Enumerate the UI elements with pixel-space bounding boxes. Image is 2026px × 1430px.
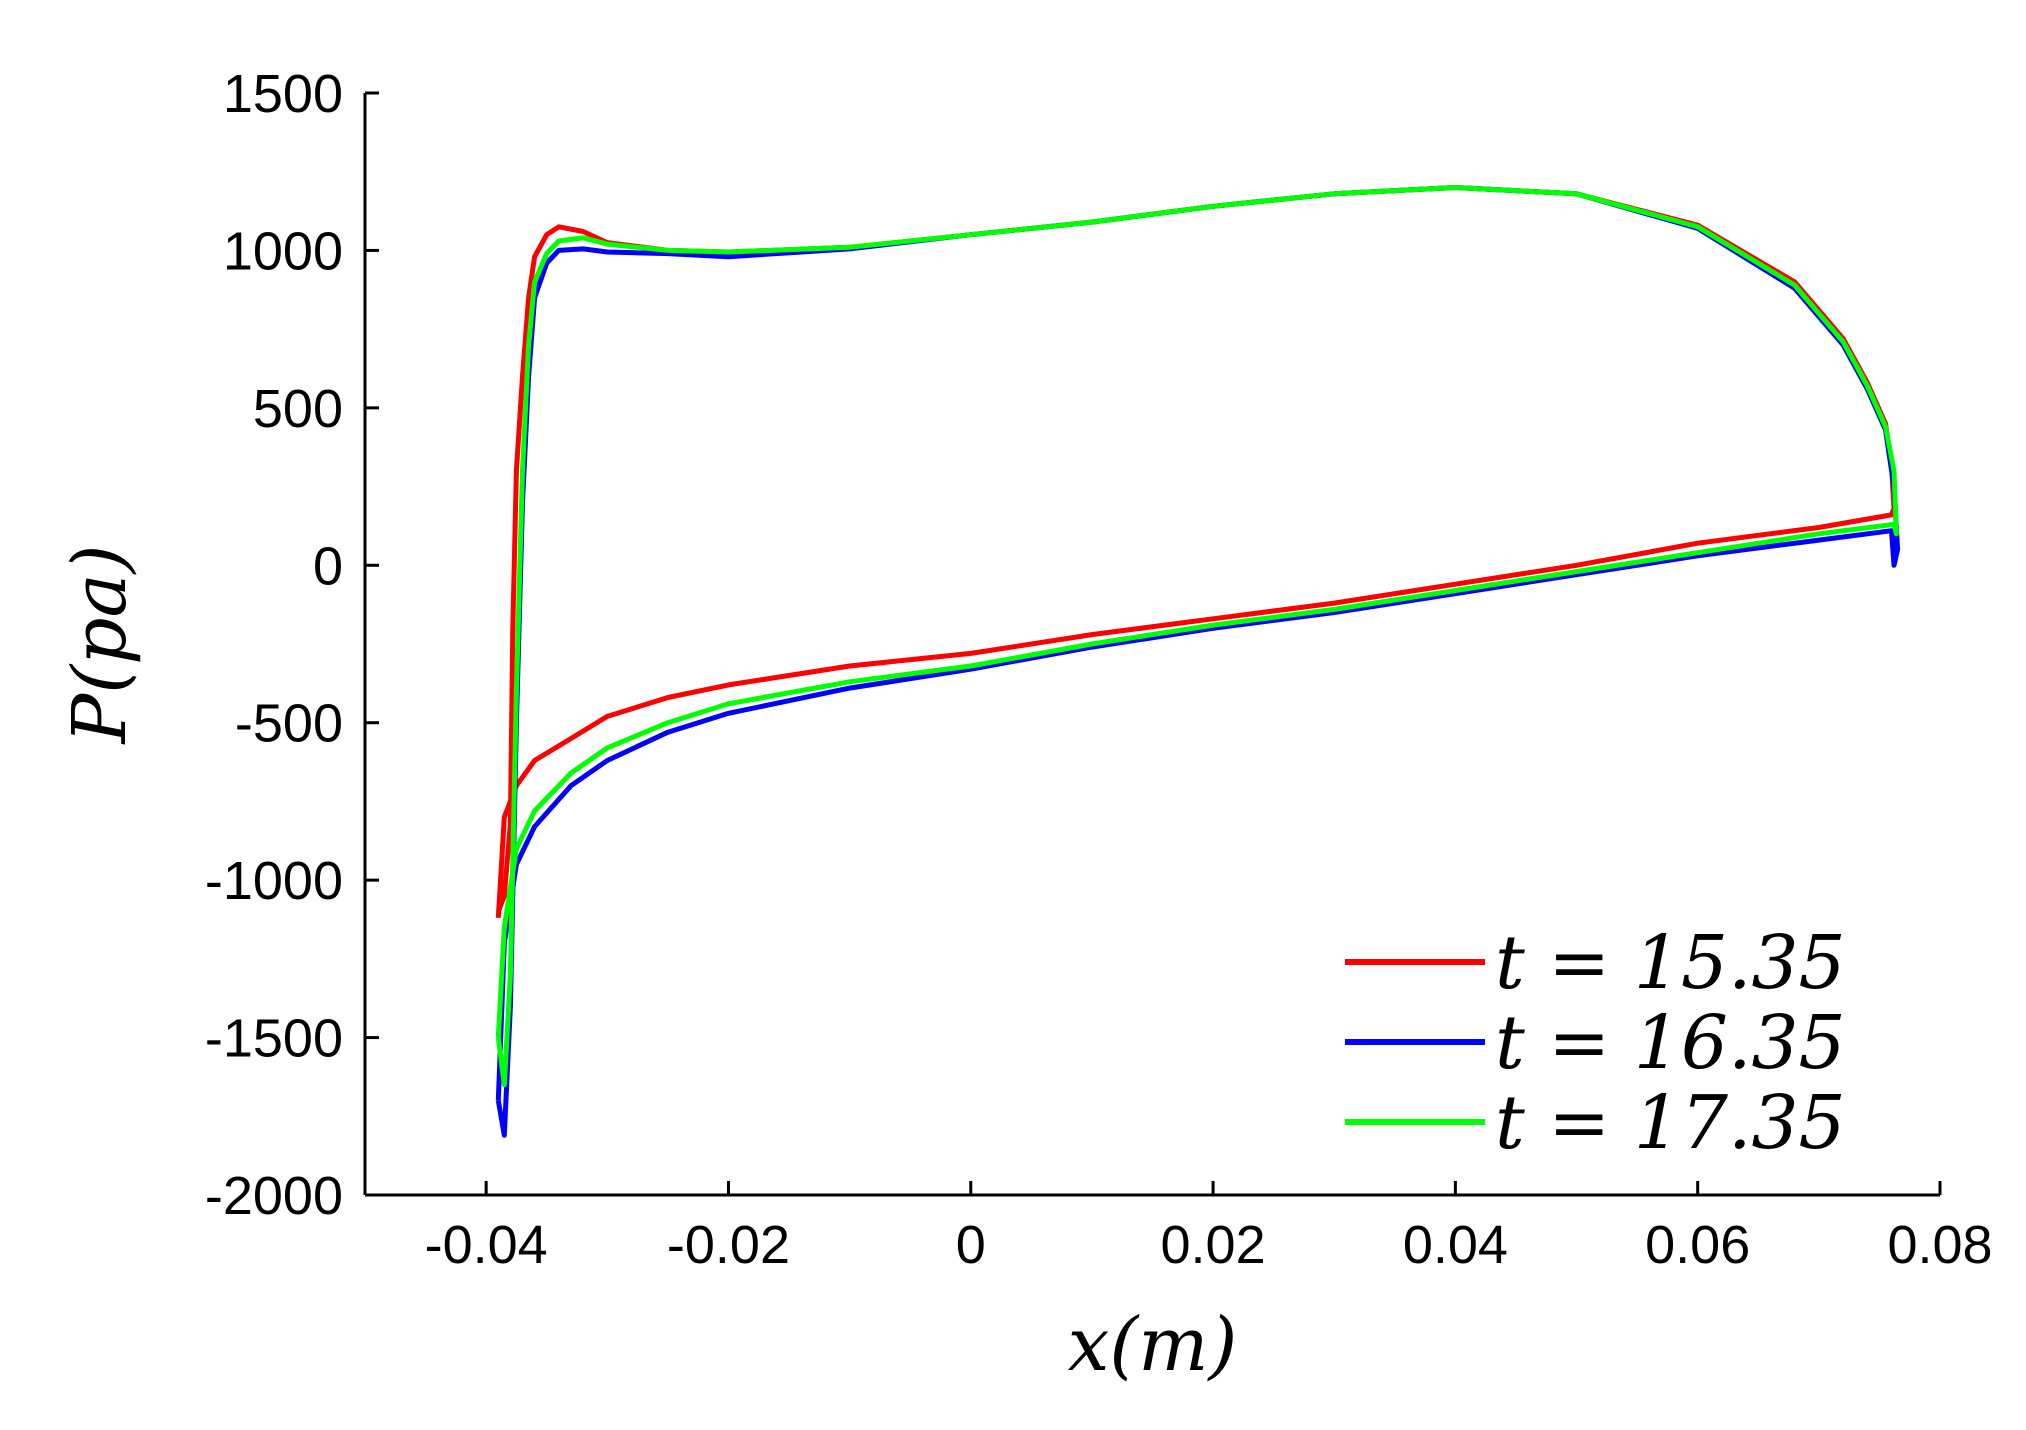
legend-label-1: t = 15.35	[1495, 920, 1846, 1006]
y-tick-label: 1500	[223, 64, 343, 124]
y-tick-label: 1000	[223, 221, 343, 281]
axes-layer	[363, 93, 1940, 1197]
x-tick-label: 0	[956, 1215, 986, 1275]
x-tick-label: 0.08	[1887, 1215, 1992, 1275]
legend-label-3: t = 17.35	[1495, 1080, 1846, 1166]
legend: t = 15.35t = 16.35t = 17.35	[1345, 920, 1846, 1166]
y-ticks: 1500 1000 500 0 -500 -1000 -1500 -2000	[205, 64, 379, 1226]
x-ticks: -0.04 -0.02 0 0.02 0.04 0.06 0.08	[425, 1181, 1993, 1275]
x-tick-label: 0.04	[1403, 1215, 1508, 1275]
y-tick-label: -2000	[205, 1166, 343, 1226]
x-tick-label: -0.02	[667, 1215, 790, 1275]
x-axis-title: x(m)	[1068, 1302, 1238, 1388]
y-tick-label: 500	[253, 379, 343, 439]
x-tick-label: -0.04	[425, 1215, 548, 1275]
x-tick-label: 0.02	[1161, 1215, 1266, 1275]
series-line-3	[495, 185, 1899, 1088]
y-tick-label: -500	[235, 694, 343, 754]
y-tick-label: 0	[313, 536, 343, 596]
y-axis-title: P(pa)	[57, 544, 143, 745]
y-tick-label: -1000	[205, 851, 343, 911]
y-tick-label: -1500	[205, 1009, 343, 1069]
x-tick-label: 0.06	[1645, 1215, 1750, 1275]
legend-label-2: t = 16.35	[1495, 1000, 1846, 1086]
series-layer	[495, 185, 1901, 1138]
